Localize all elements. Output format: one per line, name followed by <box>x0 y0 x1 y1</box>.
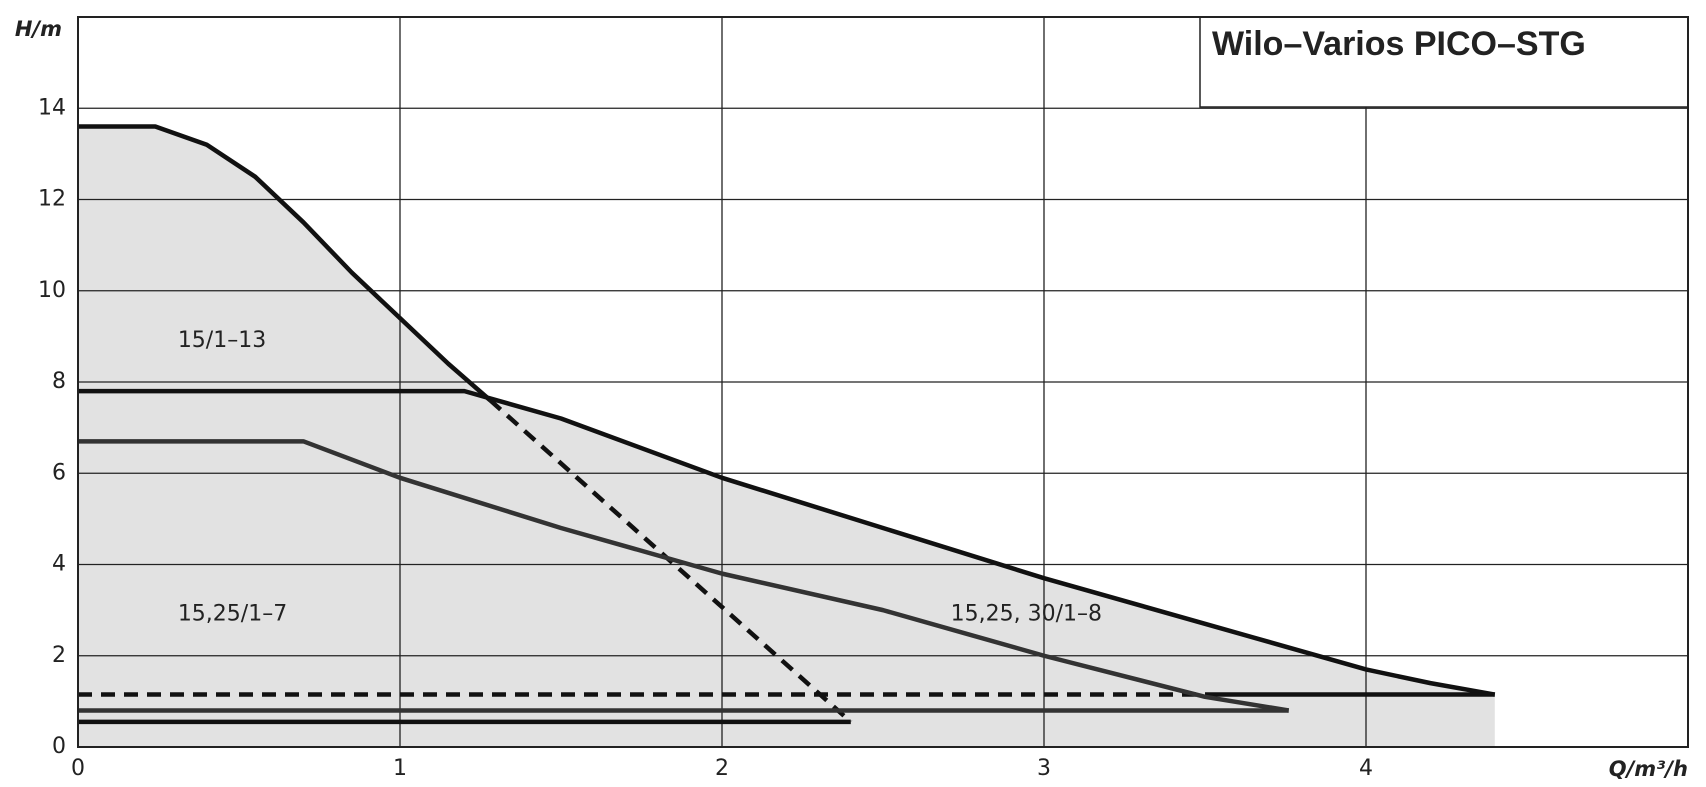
chart-title: Wilo–Varios PICO–STG <box>1212 25 1586 63</box>
annotation: 15/1–13 <box>178 328 266 353</box>
y-axis-label: H/m <box>15 17 62 41</box>
y-tick-label: 4 <box>52 552 66 577</box>
x-tick-label: 1 <box>393 756 407 781</box>
y-tick-label: 0 <box>52 734 66 759</box>
plot-frame <box>77 16 1689 748</box>
title-box <box>1199 16 1689 108</box>
x-axis-label: Q/m³/h <box>1609 757 1688 781</box>
y-tick-label: 14 <box>38 95 66 120</box>
y-tick-label: 6 <box>52 460 66 485</box>
curve <box>78 388 1496 697</box>
x-tick-label: 3 <box>1037 756 1051 781</box>
curve <box>78 439 1290 713</box>
annotation: 15,25, 30/1–8 <box>951 602 1102 627</box>
x-tick-label: 2 <box>715 756 729 781</box>
y-tick-label: 8 <box>52 369 66 394</box>
area <box>78 441 1289 747</box>
x-tick-label: 4 <box>1359 756 1373 781</box>
curve <box>78 124 492 402</box>
annotation: 15,25/1–7 <box>178 602 287 627</box>
x-tick-label: 0 <box>71 756 85 781</box>
y-tick-label: 10 <box>38 278 66 303</box>
y-tick-label: 12 <box>38 187 66 212</box>
fills <box>78 126 1495 747</box>
y-tick-label: 2 <box>52 643 66 668</box>
lines <box>78 124 1496 725</box>
